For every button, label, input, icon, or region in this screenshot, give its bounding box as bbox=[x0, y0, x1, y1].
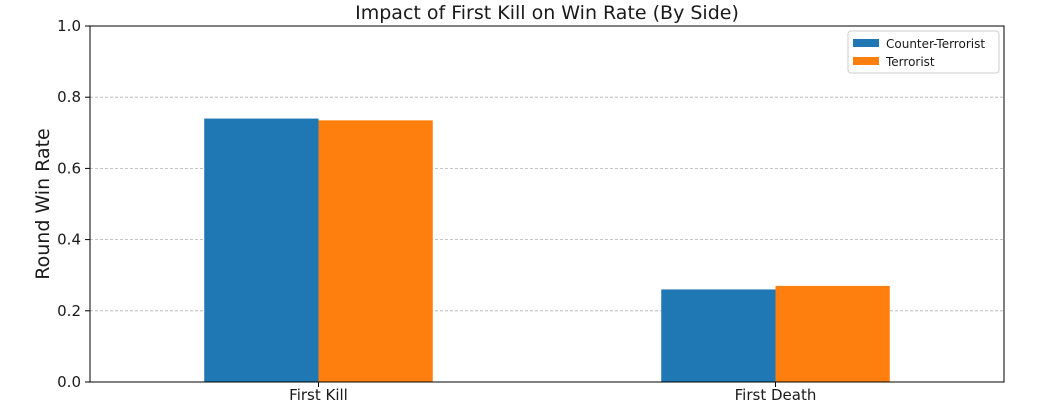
x-tick-label: First Death bbox=[735, 386, 817, 404]
x-tick-label: First Kill bbox=[289, 386, 348, 404]
y-tick-label: 0.0 bbox=[57, 373, 81, 391]
y-tick-label: 0.4 bbox=[57, 231, 81, 249]
legend-label: Terrorist bbox=[885, 55, 935, 69]
plot-frame bbox=[89, 25, 1005, 383]
y-axis-label: Round Win Rate bbox=[32, 128, 54, 279]
legend-swatch bbox=[853, 39, 879, 47]
bars bbox=[204, 118, 890, 382]
bar-counter-terrorist-first-death bbox=[661, 289, 776, 382]
bar-terrorist-first-death bbox=[775, 285, 890, 382]
legend-label: Counter-Terrorist bbox=[886, 37, 985, 51]
bar-counter-terrorist-first-kill bbox=[204, 118, 319, 382]
bar-terrorist-first-kill bbox=[318, 120, 433, 382]
y-tick-label: 0.2 bbox=[57, 302, 81, 320]
legend: Counter-Terrorist Terrorist bbox=[847, 30, 1000, 74]
y-tick-label: 0.8 bbox=[57, 88, 81, 106]
legend-swatch bbox=[853, 57, 879, 65]
y-axis-ticks: 0.0 0.2 0.4 0.6 0.8 1.0 bbox=[57, 17, 90, 391]
y-tick-label: 1.0 bbox=[57, 17, 81, 35]
legend-box bbox=[847, 30, 1000, 74]
y-tick-label: 0.6 bbox=[57, 159, 81, 177]
x-axis-ticks: First Kill First Death bbox=[289, 382, 816, 404]
chart-title: Impact of First Kill on Win Rate (By Sid… bbox=[355, 2, 739, 24]
